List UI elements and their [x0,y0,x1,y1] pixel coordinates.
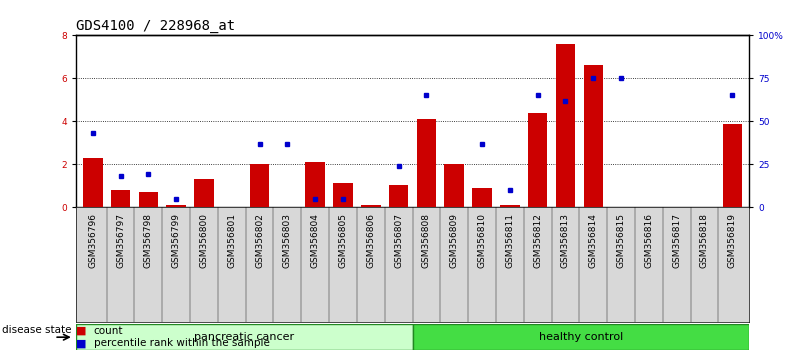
Text: GSM356816: GSM356816 [644,213,654,268]
Text: GSM356815: GSM356815 [617,213,626,268]
Text: GSM356817: GSM356817 [672,213,681,268]
Text: GSM356797: GSM356797 [116,213,125,268]
Bar [167,205,186,207]
Bar [413,324,749,350]
Bar [528,113,547,207]
Text: GSM356803: GSM356803 [283,213,292,268]
Text: GSM356810: GSM356810 [477,213,486,268]
Text: GSM356796: GSM356796 [88,213,97,268]
Bar [111,190,131,207]
Bar [195,179,214,207]
Bar [333,183,352,207]
Text: GDS4100 / 228968_at: GDS4100 / 228968_at [76,19,235,33]
Bar [305,162,325,207]
Bar [556,44,575,207]
Text: ■: ■ [76,338,87,348]
Text: GSM356812: GSM356812 [533,213,542,268]
Bar [500,205,520,207]
Text: GSM356818: GSM356818 [700,213,709,268]
Text: GSM356814: GSM356814 [589,213,598,268]
Text: ■: ■ [76,326,87,336]
Text: GSM356798: GSM356798 [144,213,153,268]
Text: GSM356811: GSM356811 [505,213,514,268]
Text: healthy control: healthy control [538,332,623,342]
Text: count: count [94,326,123,336]
Text: GSM356800: GSM356800 [199,213,208,268]
Text: GSM356808: GSM356808 [422,213,431,268]
Bar [388,184,409,207]
Text: GSM356799: GSM356799 [171,213,181,268]
Bar [250,164,269,207]
Text: disease state: disease state [2,325,71,335]
Bar [445,164,464,207]
Text: GSM356809: GSM356809 [449,213,459,268]
Bar [583,65,603,207]
Text: GSM356806: GSM356806 [366,213,376,268]
Text: GSM356802: GSM356802 [255,213,264,268]
Bar [361,205,380,207]
Text: pancreatic cancer: pancreatic cancer [195,332,295,342]
Bar [473,188,492,207]
Text: percentile rank within the sample: percentile rank within the sample [94,338,270,348]
Text: GSM356819: GSM356819 [728,213,737,268]
Bar [83,158,103,207]
Bar [139,192,158,207]
Text: GSM356805: GSM356805 [339,213,348,268]
Text: GSM356804: GSM356804 [311,213,320,268]
Text: GSM356801: GSM356801 [227,213,236,268]
Text: GSM356807: GSM356807 [394,213,403,268]
Bar [723,125,742,207]
Bar [417,119,437,207]
Text: GSM356813: GSM356813 [561,213,570,268]
Bar [76,324,413,350]
